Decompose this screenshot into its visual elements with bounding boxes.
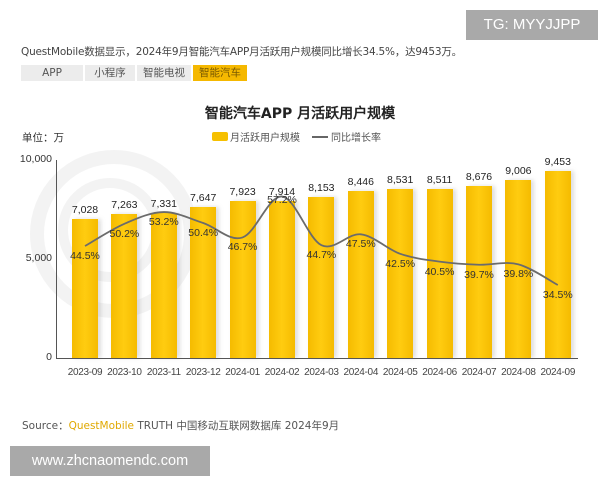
growth-rate-label: 34.5% [542, 289, 573, 301]
tab-smart-car[interactable]: 智能汽车 [193, 65, 247, 81]
bar [72, 218, 98, 358]
line-legend-swatch [312, 135, 328, 138]
x-tick-label: 2023-11 [146, 367, 181, 378]
x-tick-label: 2023-12 [185, 367, 221, 378]
bar-value-label: 7,331 [150, 197, 177, 210]
growth-rate-label: 50.2% [109, 227, 140, 240]
bar-legend-swatch [212, 132, 228, 141]
x-tick-label: 2024-03 [304, 367, 339, 378]
tab-smart-tv[interactable]: 智能电视 [137, 65, 191, 81]
growth-rate-label: 44.5% [70, 250, 100, 262]
growth-rate-label: 47.5% [345, 238, 376, 251]
chart-legend: 月活跃用户规模 同比增长率 [212, 129, 381, 144]
growth-rate-label: 39.8% [503, 268, 534, 281]
bar-value-label: 7,263 [111, 199, 138, 212]
category-tabs: APP 小程序 智能电视 智能汽车 [21, 65, 247, 81]
growth-rate-label: 39.7% [464, 268, 494, 281]
bar-value-label: 7,028 [71, 203, 99, 216]
bar [150, 212, 177, 358]
growth-rate-label: 50.4% [188, 226, 219, 239]
x-tick-label: 2024-04 [343, 367, 379, 378]
y-tick-10000: 10,000 [19, 153, 52, 165]
source-note: Source：QuestMobile TRUTH 中国移动互联网数据库 2024… [22, 418, 339, 433]
bar-value-label: 9,006 [505, 164, 532, 177]
x-tick-label: 2023-09 [67, 367, 103, 378]
bar [347, 190, 374, 358]
legend-line-label: 同比增长率 [331, 133, 381, 144]
source-prefix: Source： [22, 420, 69, 432]
bar-value-label: 8,531 [387, 174, 414, 187]
growth-rate-label: 44.7% [306, 249, 337, 262]
watermark-tg: TG: MYYJJPP [466, 10, 598, 40]
bar [269, 201, 295, 358]
bar-value-label: 8,446 [347, 175, 374, 188]
x-tick-label: 2024-08 [501, 367, 536, 378]
bar-value-label: 9,453 [544, 155, 571, 168]
bar-value-label: 7,914 [268, 186, 296, 199]
bar-value-label: 7,647 [190, 191, 217, 204]
x-axis [56, 358, 578, 359]
bar-value-label: 8,511 [426, 174, 453, 187]
growth-rate-label: 53.2% [148, 216, 179, 229]
x-tick-label: 2024-02 [264, 367, 300, 378]
growth-rate-label: 40.5% [424, 265, 455, 278]
tab-mini-program[interactable]: 小程序 [85, 65, 135, 81]
legend-bar-label: 月活跃用户规模 [230, 133, 300, 144]
x-tick-label: 2024-09 [540, 367, 576, 378]
source-rest: TRUTH 中国移动互联网数据库 2024年9月 [134, 420, 340, 432]
growth-rate-label: 57.2% [267, 194, 297, 207]
bar [544, 170, 571, 358]
x-tick-label: 2024-07 [461, 367, 497, 378]
y-tick-5000: 5,000 [25, 252, 52, 264]
y-axis [56, 160, 57, 359]
unit-label: 单位：万 [22, 132, 64, 144]
bar-value-label: 8,153 [308, 181, 335, 194]
tab-app[interactable]: APP [21, 65, 83, 81]
chart-title: 智能汽车APP 月活跃用户规模 [204, 106, 396, 122]
growth-rate-label: 42.5% [385, 257, 416, 270]
source-brand: QuestMobile [68, 420, 134, 432]
growth-rate-label: 46.7% [227, 241, 258, 254]
x-tick-label: 2024-01 [225, 367, 260, 378]
bar [229, 201, 256, 358]
watermark-url: www.zhcnaomendc.com [10, 446, 210, 476]
bar [308, 196, 335, 358]
bar-value-label: 8,676 [465, 171, 493, 184]
x-tick-label: 2023-10 [107, 367, 142, 378]
headline-text: QuestMobile数据显示，2024年9月智能汽车APP月活跃用户规模同比增… [21, 46, 462, 58]
x-tick-label: 2024-05 [382, 367, 418, 378]
bar-value-label: 7,923 [229, 186, 256, 199]
x-tick-label: 2024-06 [422, 367, 457, 378]
bar [387, 189, 414, 358]
y-tick-0: 0 [46, 351, 52, 363]
